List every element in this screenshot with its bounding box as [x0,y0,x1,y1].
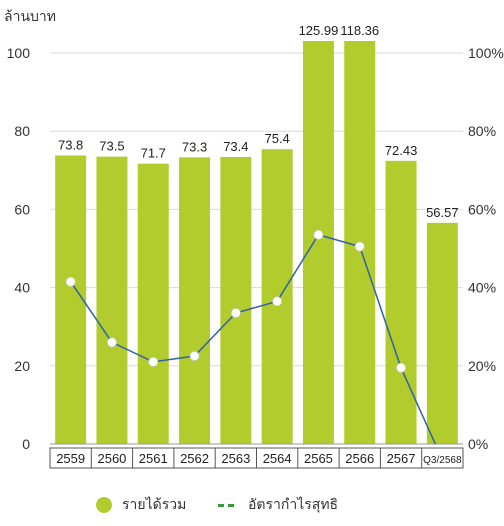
legend-item-revenue: รายได้รวม [96,494,186,516]
net-margin-point [396,362,406,373]
y-tick-label-right: 60% [468,201,496,217]
net-margin-point [65,276,76,287]
legend-swatch-net-margin [218,503,236,507]
y-tick-label-left: 80 [14,123,30,139]
net-margin-point [189,351,200,361]
net-margin-point [107,337,117,348]
x-tick-label: 2565 [304,451,333,466]
legend-label-net-margin: อัตรากำไรสุทธิ [248,496,339,512]
net-margin-point [272,296,283,307]
x-tick-label: 2566 [345,451,374,466]
bar [55,155,87,444]
y-tick-label-left: 100 [7,45,31,61]
bar-value-label: 125.99 [299,23,339,38]
x-tick-label: Q3/2568 [423,455,462,466]
y-tick-label-left: 40 [14,280,30,296]
net-margin-line [70,233,436,445]
bar-value-label: 118.36 [340,23,379,38]
legend-label-revenue: รายได้รวม [122,496,187,512]
x-tick-label: 2562 [180,451,209,466]
legend-swatch-revenue [96,497,112,513]
legend: รายได้รวม อัตรากำไรสุทธิ [0,488,504,518]
x-tick-label: 2567 [387,451,416,466]
net-margin-point [354,241,365,252]
bar-value-label: 73.8 [58,137,83,152]
bar-value-label: 75.4 [264,131,289,146]
y-tick-label-right: 40% [468,280,496,296]
bar [426,222,458,444]
legend-item-net-margin: อัตรากำไรสุทธิ [218,494,338,516]
bar [220,157,252,445]
x-tick-label: 2563 [221,451,250,466]
y-tick-label-right: 100% [468,45,504,61]
x-tick-label: 2564 [263,451,292,466]
bar [96,156,128,445]
bar-value-label: 73.3 [182,139,207,154]
bar-value-label: 71.7 [141,146,166,161]
x-tick-label: 2560 [97,451,126,466]
net-margin-point [313,229,324,240]
y-tick-label-right: 20% [468,358,496,374]
y-tick-label-left: 20 [14,358,30,374]
y-axis-unit: ล้านบาท [4,8,56,24]
bar [302,41,334,444]
y-tick-label-left: 0 [22,436,30,452]
bar-value-label: 73.5 [99,139,124,154]
y-tick-label-right: 80% [468,123,496,139]
net-margin-point [148,356,159,367]
x-tick-label: 2559 [56,451,85,466]
bar [385,160,417,444]
x-tick-label: 2561 [139,451,168,466]
bar-value-label: 73.4 [223,139,248,154]
bar [179,157,211,444]
bar [137,163,169,444]
y-tick-label-left: 60 [14,201,30,217]
y-tick-label-right: 0% [468,436,488,452]
net-margin-point [230,308,241,318]
bar-value-label: 56.57 [426,205,459,220]
bar-value-label: 72.43 [385,143,418,158]
chart-plot: 0 20 40 60 80 100 0% 20% 40% 60% 80% 100% 73.8 73.5 71… [7,23,504,469]
